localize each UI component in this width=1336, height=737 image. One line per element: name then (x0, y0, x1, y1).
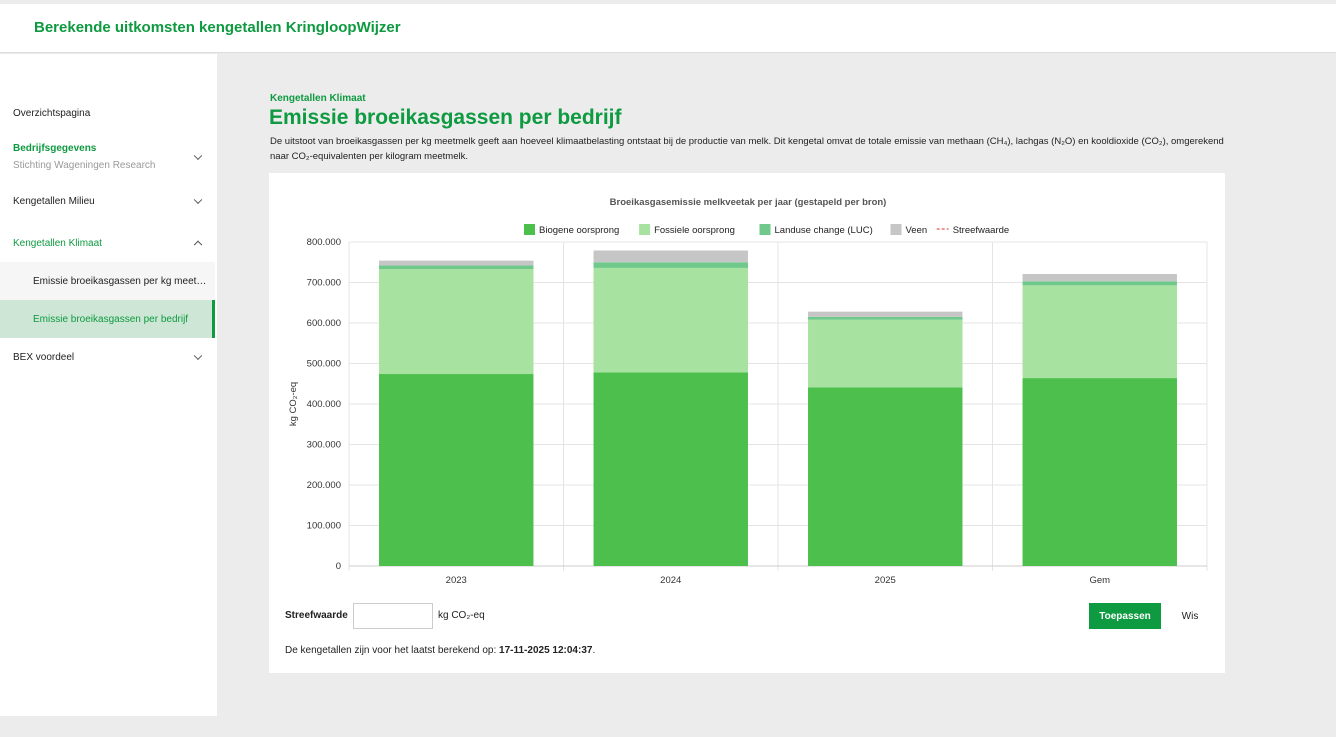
target-label: Streefwaarde (285, 610, 348, 621)
legend-label-target: Streefwaarde (953, 225, 1010, 236)
sidebar-item-bedrijfsgegevens[interactable]: Bedrijfsgegevens Stichting Wageningen Re… (0, 132, 215, 182)
calculation-period: . (592, 645, 596, 656)
bar-2024-0 (593, 372, 748, 566)
app-title: Berekende uitkomsten kengetallen Kringlo… (34, 19, 401, 36)
bar-2024-3 (593, 250, 748, 263)
bar-2023-1 (379, 269, 534, 375)
y-tick-label: 600.000 (307, 318, 341, 329)
legend-swatch-2 (759, 224, 771, 235)
x-tick-label: Gem (1089, 575, 1110, 586)
y-tick-label: 400.000 (307, 399, 341, 410)
calculation-note-text: De kengetallen zijn voor het laatst bere… (285, 645, 497, 656)
y-tick-label: 700.000 (307, 278, 341, 289)
chevron-down-icon (193, 195, 203, 205)
bar-Gem-1 (1022, 285, 1177, 379)
calculation-date: 17-11-2025 12:04:37 (499, 645, 593, 656)
page-description: De uitstoot van broeikasgassen per kg me… (270, 136, 1224, 162)
chevron-down-icon (193, 151, 203, 161)
sidebar-item-klimaat[interactable]: Kengetallen Klimaat (0, 224, 215, 262)
bar-2024-1 (593, 267, 748, 373)
clear-button[interactable]: Wis (1170, 603, 1210, 629)
calculation-note: De kengetallen zijn voor het laatst bere… (285, 645, 595, 656)
x-tick-label: 2025 (875, 575, 896, 586)
legend-label-0: Biogene oorsprong (539, 225, 619, 236)
bar-2025-2 (808, 316, 963, 320)
sidebar-item-overview[interactable]: Overzichtspagina (0, 94, 215, 132)
bar-2025-1 (808, 319, 963, 388)
target-input[interactable] (353, 603, 433, 629)
apply-button[interactable]: Toepassen (1089, 603, 1161, 629)
y-tick-label: 200.000 (307, 480, 341, 491)
y-axis-label: kg CO₂-eq (288, 382, 299, 426)
chevron-up-icon (193, 240, 203, 250)
sidebar-item-label: Emissie broeikasgassen per kg meet… (33, 275, 207, 287)
chart-card: Broeikasgasemissie melkveetak per jaar (… (269, 173, 1225, 673)
breadcrumb: Kengetallen Klimaat (270, 93, 366, 104)
stacked-bar-chart: Broeikasgasemissie melkveetak per jaar (… (288, 197, 1208, 586)
legend-swatch-3 (890, 224, 902, 235)
sidebar-item-label: Kengetallen Klimaat (13, 237, 102, 249)
bar-2023-0 (379, 374, 534, 566)
legend-label-3: Veen (906, 225, 928, 236)
sidebar-nav: Overzichtspagina Bedrijfsgegevens Sticht… (0, 94, 215, 376)
y-tick-label: 500.000 (307, 359, 341, 370)
legend-swatch-1 (639, 224, 651, 235)
legend-swatch-0 (524, 224, 535, 235)
legend-label-1: Fossiele oorsprong (654, 225, 735, 236)
legend-label-2: Landuse change (LUC) (775, 225, 873, 236)
x-tick-label: 2023 (446, 575, 467, 586)
sidebar: Overzichtspagina Bedrijfsgegevens Sticht… (0, 54, 217, 716)
y-tick-label: 100.000 (307, 521, 341, 532)
y-tick-label: 800.000 (307, 237, 341, 248)
chevron-down-icon (193, 351, 203, 361)
bar-2024-2 (593, 262, 748, 268)
sidebar-item-label: BEX voordeel (13, 351, 75, 363)
sidebar-subitem-per-bedrijf[interactable]: Emissie broeikasgassen per bedrijf (0, 300, 215, 338)
bar-2025-3 (808, 311, 963, 317)
bar-Gem-2 (1022, 281, 1177, 286)
y-tick-label: 300.000 (307, 440, 341, 451)
chart-title: Broeikasgasemissie melkveetak per jaar (… (610, 197, 887, 208)
bar-Gem-0 (1022, 378, 1177, 566)
bar-2025-0 (808, 387, 963, 566)
sidebar-item-label: Bedrijfsgegevens (13, 143, 97, 154)
bar-Gem-3 (1022, 273, 1177, 282)
bar-2023-3 (379, 260, 534, 266)
sidebar-item-label: Overzichtspagina (13, 107, 91, 119)
x-tick-label: 2024 (660, 575, 681, 586)
sidebar-item-label: Kengetallen Milieu (13, 195, 95, 207)
company-name: Stichting Wageningen Research (13, 160, 156, 171)
sidebar-subitem-per-kg[interactable]: Emissie broeikasgassen per kg meet… (0, 262, 215, 300)
sidebar-item-bex[interactable]: BEX voordeel (0, 338, 215, 376)
sidebar-item-label: Emissie broeikasgassen per bedrijf (33, 313, 189, 325)
y-tick-label: 0 (336, 561, 341, 572)
sidebar-item-milieu[interactable]: Kengetallen Milieu (0, 182, 215, 220)
bar-2023-2 (379, 265, 534, 270)
page-title: Emissie broeikasgassen per bedrijf (269, 106, 622, 129)
target-unit: kg CO₂-eq (438, 610, 485, 621)
top-header: Berekende uitkomsten kengetallen Kringlo… (0, 4, 1336, 53)
